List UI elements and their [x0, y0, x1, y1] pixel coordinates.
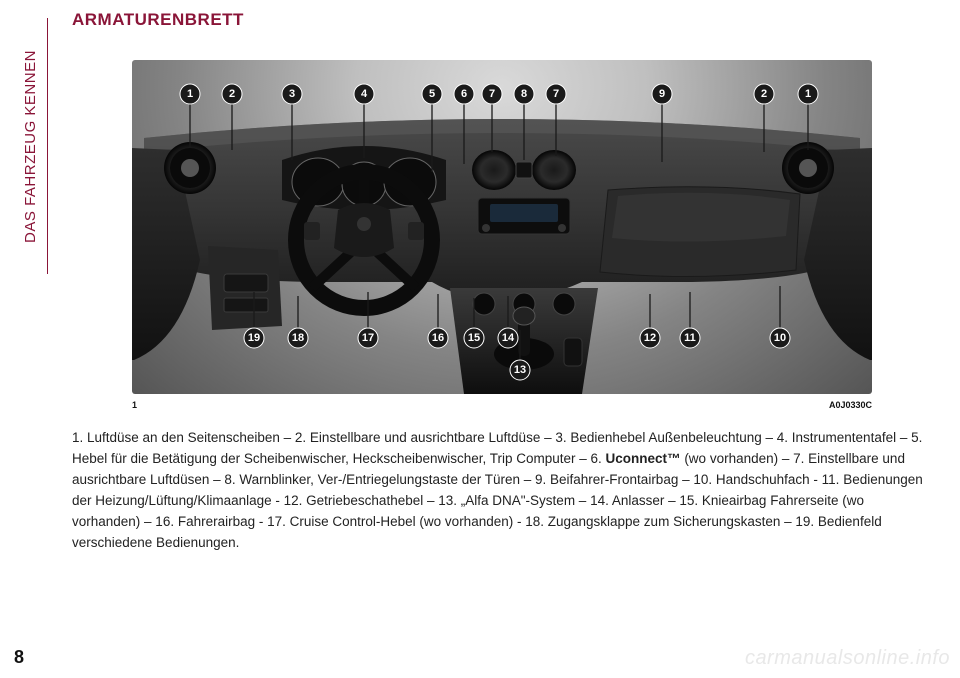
- svg-text:2: 2: [761, 88, 767, 100]
- dashboard-diagram: 12345678792119181716151412111013: [132, 60, 872, 394]
- side-tab: DAS FAHRZEUG KENNEN: [14, 18, 48, 274]
- svg-text:4: 4: [361, 88, 368, 100]
- svg-text:19: 19: [248, 332, 260, 344]
- section-title: ARMATURENBRETT: [72, 10, 932, 30]
- svg-text:10: 10: [774, 332, 786, 344]
- svg-text:6: 6: [461, 88, 467, 100]
- svg-text:14: 14: [502, 332, 515, 344]
- svg-text:7: 7: [489, 88, 495, 100]
- svg-text:16: 16: [432, 332, 444, 344]
- svg-text:18: 18: [292, 332, 304, 344]
- side-tab-label: DAS FAHRZEUG KENNEN: [22, 50, 39, 243]
- page-number: 8: [14, 647, 24, 668]
- svg-text:1: 1: [805, 88, 811, 100]
- svg-text:7: 7: [553, 88, 559, 100]
- svg-text:13: 13: [514, 364, 526, 376]
- legend-seg-1: Uconnect™: [606, 451, 681, 466]
- legend-text: 1. Luftdüse an den Seitenscheiben – 2. E…: [72, 428, 932, 554]
- figure-caption-row: 1 A0J0330C: [132, 400, 872, 410]
- figure-code: A0J0330C: [829, 400, 872, 410]
- svg-text:17: 17: [362, 332, 374, 344]
- svg-text:11: 11: [684, 332, 696, 344]
- svg-text:1: 1: [187, 88, 193, 100]
- page-content: ARMATURENBRETT: [72, 10, 932, 668]
- dashboard-figure: 12345678792119181716151412111013: [132, 60, 872, 394]
- svg-text:5: 5: [429, 88, 435, 100]
- svg-text:2: 2: [229, 88, 235, 100]
- watermark-text: carmanualsonline.info: [745, 647, 950, 670]
- svg-text:8: 8: [521, 88, 527, 100]
- svg-text:15: 15: [468, 332, 480, 344]
- figure-index: 1: [132, 400, 137, 410]
- svg-text:9: 9: [659, 88, 665, 100]
- svg-text:3: 3: [289, 88, 295, 100]
- svg-text:12: 12: [644, 332, 656, 344]
